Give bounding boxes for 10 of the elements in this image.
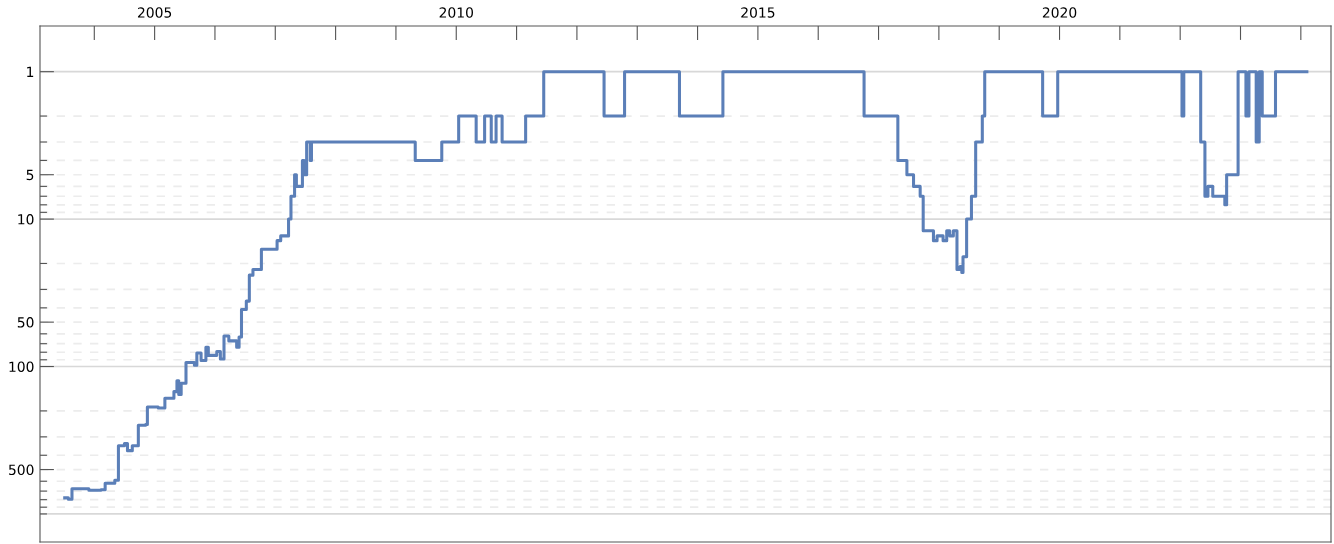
x-tick-label: 2005 [137,7,172,18]
y-tick-label: 5 [26,169,34,181]
x-tick-label: 2015 [741,7,775,18]
y-tick-label: 50 [17,317,34,328]
y-tick-label: 500 [9,464,34,476]
y-tick-label: 100 [9,361,34,372]
y-tick-label: 10 [18,214,34,225]
y-tick-label: 1 [27,66,34,77]
x-tick-label: 2010 [439,7,474,18]
x-tick-label: 2020 [1042,7,1077,18]
